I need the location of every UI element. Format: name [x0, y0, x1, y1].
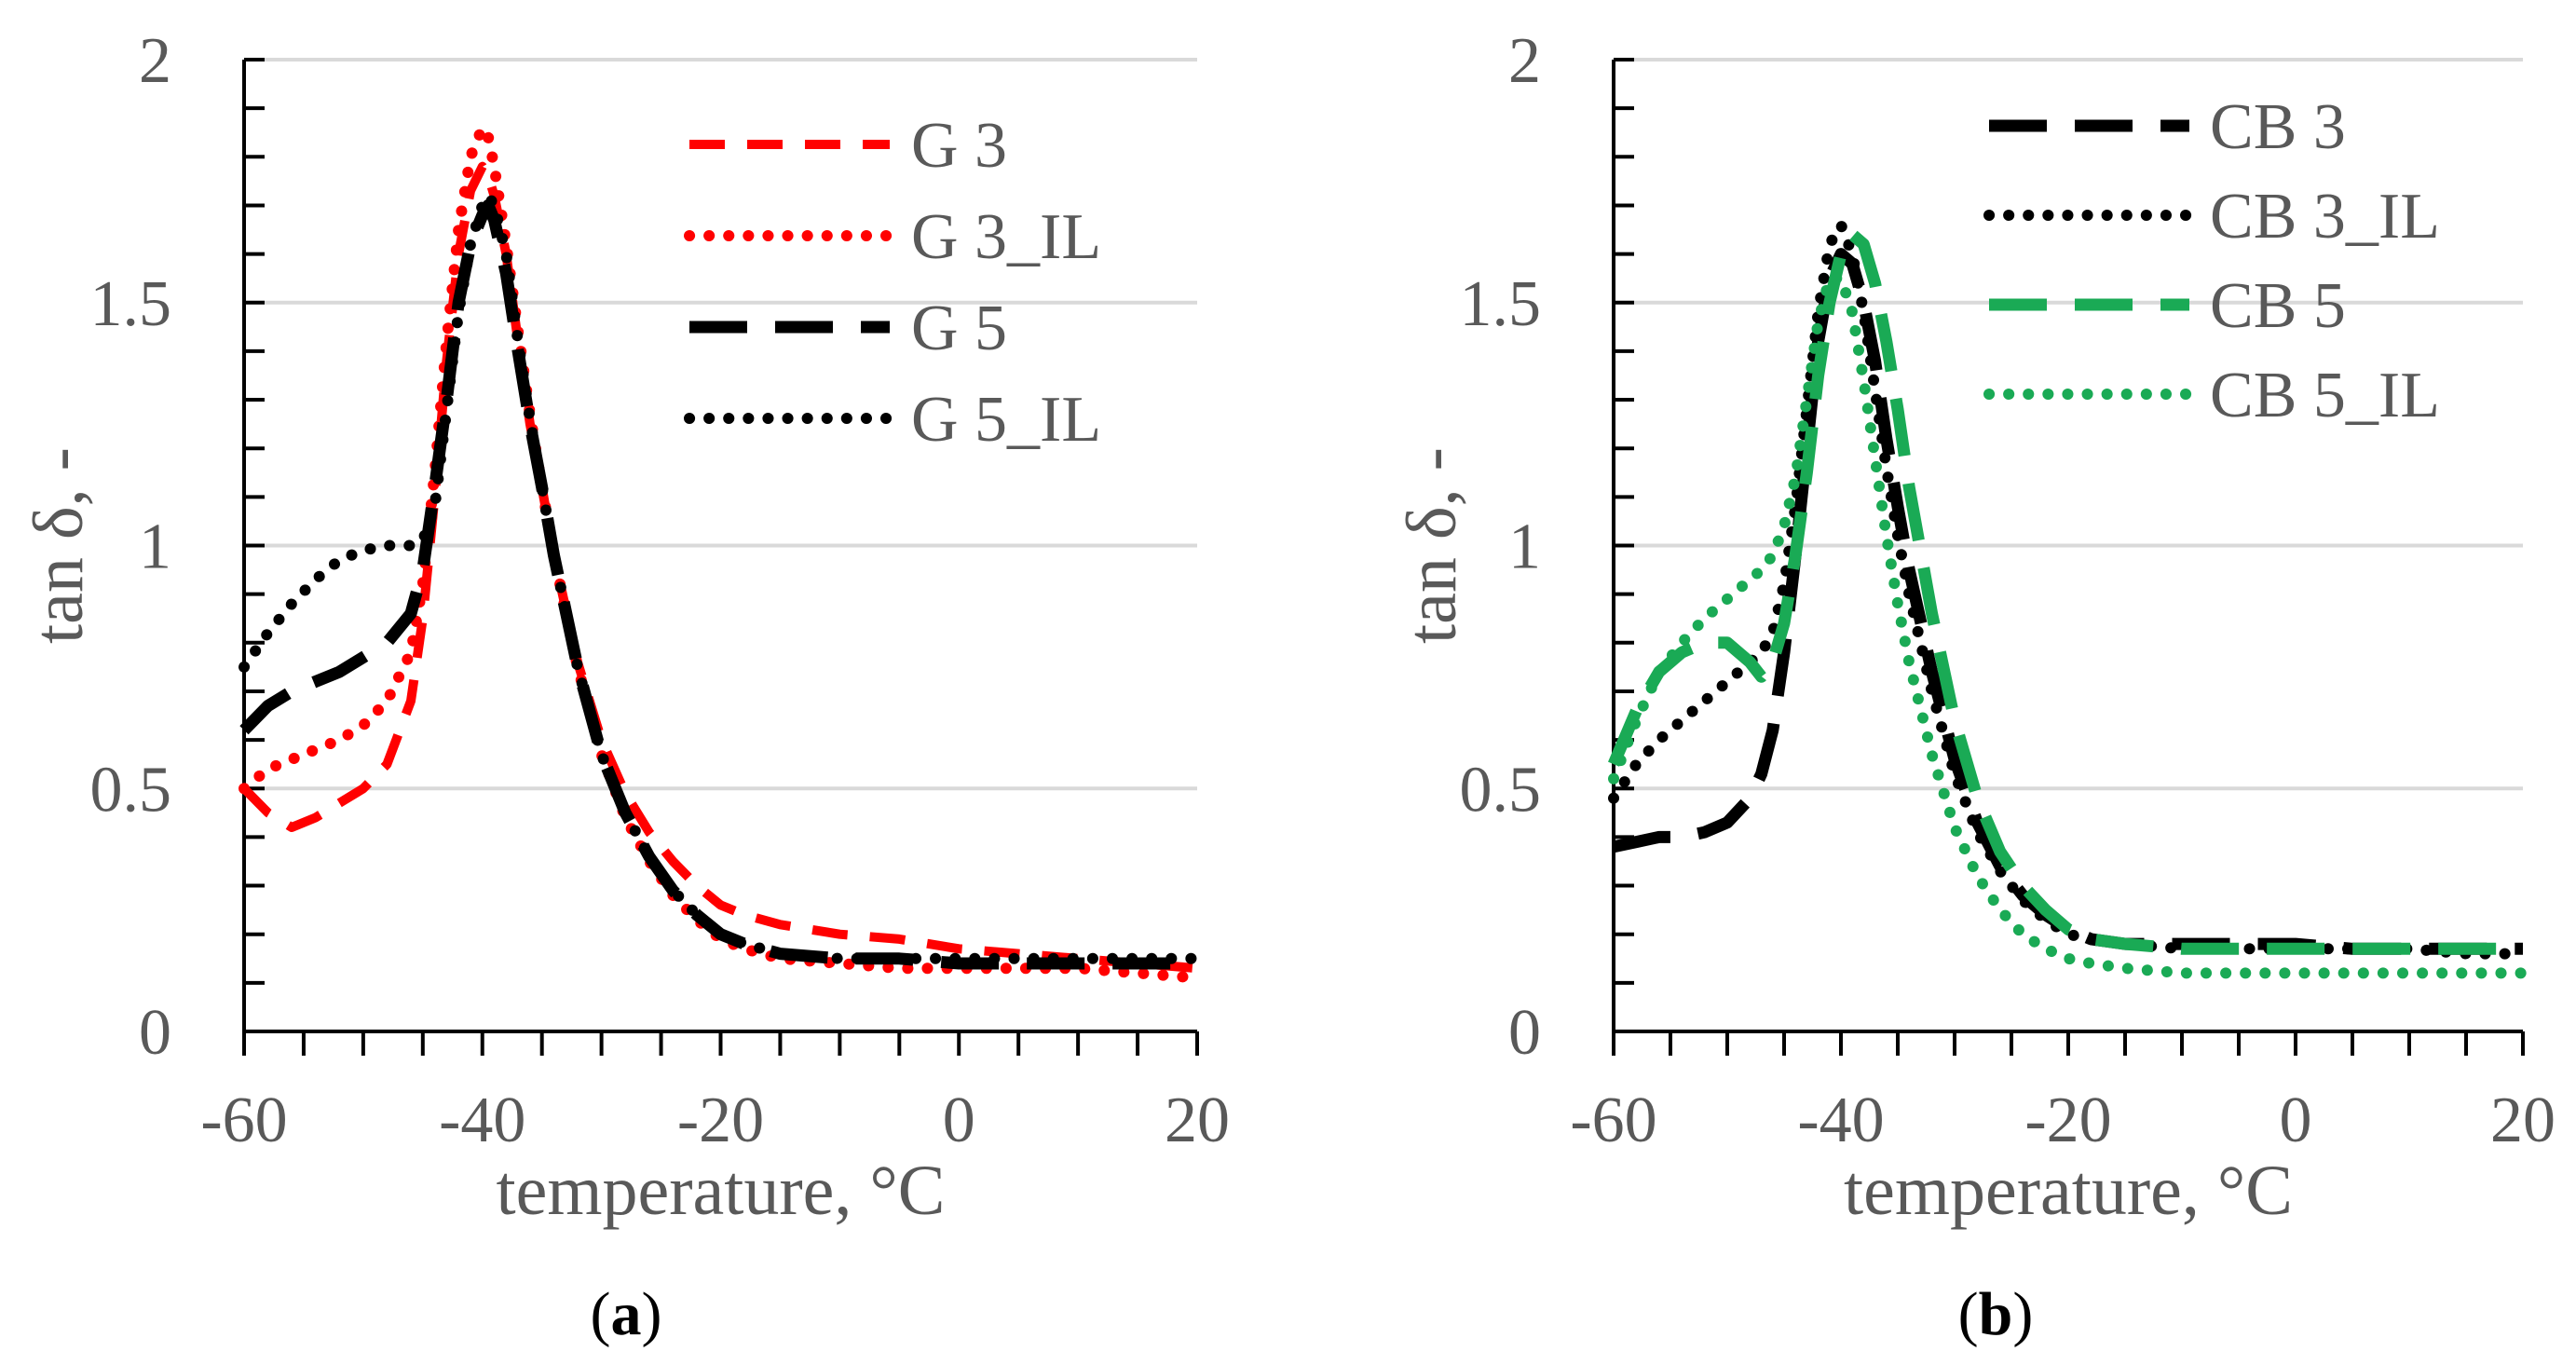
y-tick-label: 1.5 — [90, 268, 172, 340]
y-tick-label: 2 — [139, 25, 171, 97]
gridlines — [1614, 58, 2523, 791]
legend: CB 3 CB 3_IL CB 5 CB 5_IL — [1983, 91, 2440, 431]
x-tick-label: 20 — [2490, 1085, 2556, 1156]
y-tick-label: 1 — [1508, 512, 1541, 583]
y-tick-label: 1 — [139, 512, 171, 583]
legend-label: CB 3 — [2210, 91, 2346, 163]
y-tick-label: 0.5 — [90, 754, 172, 826]
y-tick-label: 2 — [1508, 25, 1541, 97]
y-tick-label: 0.5 — [1460, 754, 1542, 826]
legend-label: G 5_IL — [911, 384, 1101, 456]
panel-caption-letter: b — [1979, 1280, 2013, 1348]
x-axis-title: temperature, °C — [1844, 1152, 2293, 1230]
x-tick-label: 0 — [2280, 1085, 2312, 1156]
x-tick-label: -20 — [677, 1085, 764, 1156]
x-axis-title: temperature, °C — [497, 1152, 946, 1230]
series-line-cb-5 — [1608, 228, 2523, 955]
series-line-cb-3 — [1612, 248, 2523, 955]
gridlines — [244, 58, 1197, 791]
x-tick-label: -60 — [1570, 1085, 1656, 1156]
series-line-cb-5-il — [1608, 272, 2528, 979]
panel-caption-letter: a — [611, 1280, 642, 1348]
series-line-cb-3-il — [1608, 219, 2528, 960]
panel-caption: (a) — [591, 1280, 662, 1348]
series-lines — [1608, 219, 2528, 979]
x-tick-label: -20 — [2024, 1085, 2111, 1156]
panel-b: -60 -40 -20 0 20 0 0.5 1 1.5 2 temperature, °C tan … — [1393, 25, 2556, 1348]
y-tick-label: 1.5 — [1460, 268, 1542, 340]
series-lines — [239, 122, 1203, 984]
x-tick-label: 20 — [1165, 1085, 1230, 1156]
panel-a: -60 -40 -20 0 20 0 0.5 1 1.5 2 temperature, °C tan … — [20, 25, 1230, 1348]
legend-label: G 5 — [911, 293, 1007, 364]
legend-label: CB 5 — [2210, 270, 2346, 342]
y-tick-label: 0 — [1508, 997, 1541, 1069]
legend-label: CB 3_IL — [2210, 181, 2440, 253]
legend-label: G 3 — [911, 110, 1007, 182]
y-axis-title: tan δ, - — [20, 447, 98, 644]
legend-label: G 3_IL — [911, 201, 1101, 273]
x-tick-label: -60 — [200, 1085, 287, 1156]
series-line-g-5 — [239, 199, 1197, 970]
series-line-g-3 — [240, 161, 1198, 974]
panel-caption: (b) — [1958, 1280, 2034, 1348]
y-axis-title: tan δ, - — [1393, 447, 1471, 644]
x-tick-label: 0 — [943, 1085, 975, 1156]
legend-label: CB 5_IL — [2210, 360, 2440, 431]
x-tick-label: -40 — [439, 1085, 525, 1156]
series-line-g-5-il — [239, 190, 1203, 964]
legend: G 3 G 3_IL G 5 G 5_IL — [684, 110, 1101, 456]
y-tick-label: 0 — [139, 997, 171, 1069]
x-tick-label: -40 — [1797, 1085, 1884, 1156]
